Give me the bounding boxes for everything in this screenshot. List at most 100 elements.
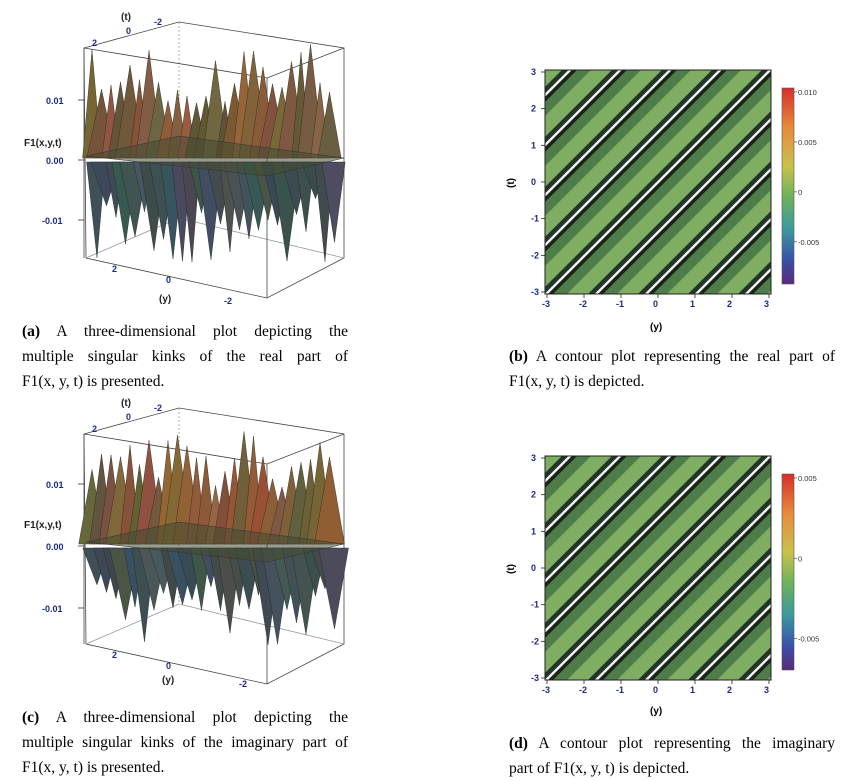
contour-band-dark: [834, 452, 840, 684]
contour-singular-line: [694, 603, 771, 680]
caption-c-line-2: F1(x, y, t) is presented.: [22, 759, 165, 776]
t-axis-label-b: (t): [506, 178, 517, 188]
x-tick-label: -2: [579, 299, 587, 309]
x-tick-label: 2: [727, 685, 732, 695]
surface-sheet: [85, 135, 345, 177]
colorbar-label: -0.005: [798, 238, 819, 247]
x-tick-label: -1: [616, 685, 624, 695]
surface-mesh-c: [78, 431, 349, 645]
figure-a: 0.01 0.00 -0.01 F1(x,y,t) (t) 2 0 -2 2 0…: [14, 8, 354, 308]
contour-band-dark: [588, 497, 771, 680]
caption-d-line-1: part of F1(x, y, t) is depicted.: [509, 760, 690, 777]
t-axis-label-d: (t): [506, 564, 517, 574]
z-tick-c-2: -0.01: [42, 604, 63, 614]
caption-b-line-1: F1(x, y, t) is depicted.: [509, 373, 645, 390]
colorbar-b: 0.010 0.005 0 -0.005: [781, 87, 819, 285]
y-tick-a-0: 2: [112, 264, 117, 274]
contour-band-dark: [548, 457, 771, 680]
z-axis-label-a: F1(x,y,t): [24, 138, 62, 149]
contour-band-dark: [794, 66, 840, 298]
contour-band-dark: [545, 70, 627, 152]
z-tick-c-0: 0.01: [46, 480, 64, 490]
x-tick-label: 3: [764, 299, 769, 309]
contour-band-dark: [588, 111, 771, 294]
t-tick-a-2: -2: [154, 17, 162, 27]
contour-band-dark: [648, 557, 771, 680]
contour-band-dark: [638, 161, 771, 294]
contour-band-dark: [545, 456, 677, 588]
colorbar-gradient: [781, 473, 795, 671]
contour-field-d: [545, 452, 841, 684]
x-tick-label: -3: [542, 299, 550, 309]
contour-band-dark: [548, 71, 771, 294]
x-tick-label: 2: [727, 299, 732, 309]
surface-spike-down: [321, 161, 346, 243]
y-axis-label-a: (y): [159, 294, 171, 305]
contour-band-light: [567, 90, 771, 294]
surface-spike-down: [318, 547, 349, 630]
contour-band-light: [717, 626, 771, 680]
y-tick-label: 3: [531, 67, 536, 77]
z-tick-a-0: 0.01: [46, 96, 64, 106]
contour-band-dark: [698, 221, 771, 294]
y-tick-label: -1: [531, 214, 539, 224]
caption-tag-a: (a): [22, 323, 41, 340]
y-axis-label-d: (y): [650, 706, 662, 717]
caption-d-line-0: A contour plot representing the imaginar…: [538, 735, 835, 752]
colorbar-label: 0.005: [798, 474, 817, 483]
y-ticks-b: 3 2 1 0 -1 -2 -3: [531, 67, 545, 297]
colorbar-label: -0.005: [798, 635, 819, 644]
colorbar-label: 0.005: [798, 138, 817, 147]
contour-band-light: [813, 66, 840, 298]
x-tick-label: -3: [542, 685, 550, 695]
contour-singular-line: [644, 553, 771, 680]
colorbar-label: 0: [798, 554, 802, 563]
x-tick-label: 1: [690, 685, 695, 695]
t-tick-a-1: 0: [126, 26, 131, 36]
y-tick-label: 3: [531, 453, 536, 463]
t-tick-c-0: 2: [92, 424, 97, 434]
y-tick-a-2: -2: [224, 296, 232, 306]
caption-c-line-1: multiple singular kinks of the imaginary…: [22, 734, 348, 751]
contour-singular-line: [744, 653, 771, 680]
contour-band-dark: [748, 271, 771, 294]
contour-singular-line: [644, 167, 771, 294]
x-tick-label: -2: [579, 685, 587, 695]
contour-band-dark: [545, 70, 727, 252]
y-tick-label: -2: [531, 250, 539, 260]
x-tick-label: 0: [653, 685, 658, 695]
y-ticks-d: 3 2 1 0 -1 -2 -3: [531, 453, 545, 683]
z-tick-c-1: 0.00: [46, 542, 64, 552]
contour-plot-d: 3 2 1 0 -1 -2 -3 -3 -2 -1 0 1 2 3 (t) (y) 0.005 0 -0.0…: [506, 452, 841, 717]
contour-band-dark: [748, 657, 771, 680]
contour-band-light: [667, 190, 771, 294]
contour-band-dark: [738, 647, 771, 680]
contour-band-dark: [834, 66, 840, 298]
caption-tag-d: (d): [509, 735, 528, 752]
contour-band-light: [767, 290, 771, 294]
caption-d: (d) A contour plot representing the imag…: [509, 731, 835, 781]
surface-sheet: [85, 521, 345, 563]
y-tick-label: 2: [531, 490, 536, 500]
t-axis-label-a: (t): [121, 12, 131, 23]
y-tick-label: -1: [531, 600, 539, 610]
t-tick-a-0: 2: [92, 38, 97, 48]
colorbar-label: 0.010: [798, 88, 817, 97]
contour-singular-line: [791, 452, 841, 684]
colorbar-gradient: [781, 87, 795, 285]
y-tick-c-0: 2: [112, 650, 117, 660]
contour-band-dark: [698, 607, 771, 680]
caption-a: (a) A three-dimensional plot depicting t…: [22, 319, 348, 394]
caption-b: (b) A contour plot representing the real…: [509, 344, 835, 394]
caption-a-line-0: A three-dimensional plot depicting the: [56, 323, 348, 340]
y-tick-a-1: 0: [166, 275, 171, 285]
y-tick-label: 1: [531, 526, 536, 536]
caption-tag-b: (b): [509, 348, 528, 365]
contour-band-light: [813, 452, 840, 684]
caption-a-line-2: F1(x, y, t) is presented.: [22, 373, 165, 390]
y-tick-label: 1: [531, 140, 536, 150]
y-tick-c-2: -2: [239, 679, 247, 689]
y-tick-label: -3: [531, 287, 539, 297]
contour-band-light: [667, 576, 771, 680]
contour-band-light: [717, 240, 771, 294]
